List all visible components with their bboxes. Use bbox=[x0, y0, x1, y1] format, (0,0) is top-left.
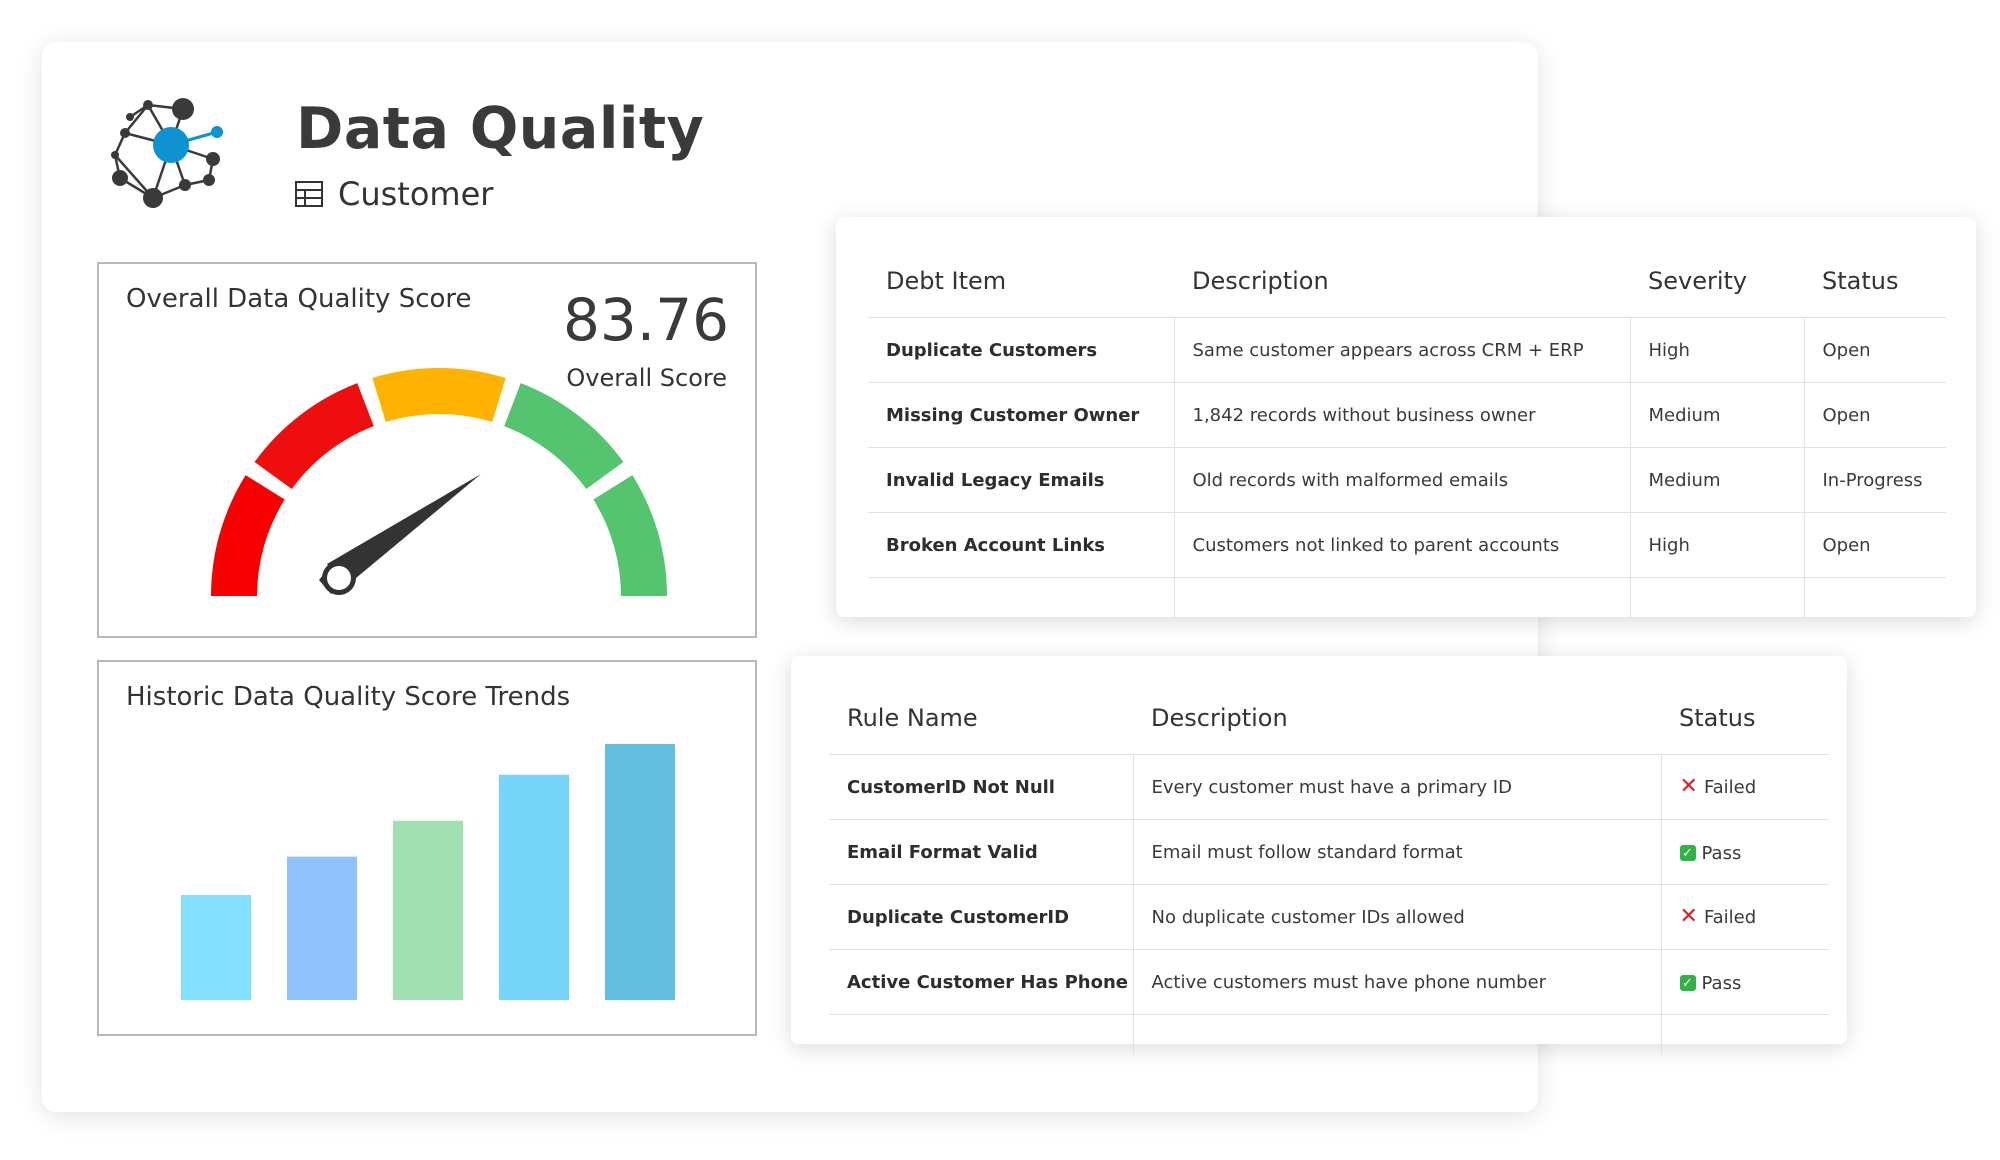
empty-row bbox=[829, 1014, 1829, 1055]
rule-status-text: Failed bbox=[1703, 906, 1757, 928]
debt-table: Debt Item Description Severity Status Du… bbox=[868, 245, 1946, 618]
debt-item-cell: Invalid Legacy Emails bbox=[868, 447, 1174, 513]
table-row[interactable]: Duplicate CustomerID No duplicate custom… bbox=[829, 884, 1829, 950]
entity-subtitle: Customer bbox=[294, 175, 493, 213]
debt-description-cell: Customers not linked to parent accounts bbox=[1173, 512, 1630, 578]
debt-description-cell: Same customer appears across CRM + ERP bbox=[1173, 317, 1630, 383]
rule-name-cell: Active Customer Has Phone bbox=[829, 949, 1133, 1015]
debt-item-cell: Broken Account Links bbox=[868, 512, 1174, 578]
table-row[interactable]: Broken Account Links Customers not linke… bbox=[868, 512, 1946, 578]
rule-status-cell: ✓ Pass bbox=[1660, 949, 1829, 1015]
score-trend-panel: Historic Data Quality Score Trends bbox=[97, 660, 757, 1036]
trend-bar[interactable] bbox=[181, 895, 251, 1000]
rule-status-cell: ✓ Pass bbox=[1660, 819, 1829, 885]
debt-col-status[interactable]: Status bbox=[1804, 245, 1946, 318]
debt-severity-cell: Medium bbox=[1629, 447, 1804, 513]
trend-bar[interactable] bbox=[393, 820, 463, 1000]
rule-status-text: Pass bbox=[1701, 842, 1742, 864]
rule-description-cell: Every customer must have a primary ID bbox=[1132, 754, 1661, 820]
table-row[interactable]: Active Customer Has Phone Active custome… bbox=[829, 949, 1829, 1015]
rule-description-cell: Email must follow standard format bbox=[1132, 819, 1661, 885]
debt-item-cell: Duplicate Customers bbox=[868, 317, 1174, 383]
network-logo-icon bbox=[105, 95, 240, 220]
debt-status-cell: Open bbox=[1803, 382, 1946, 448]
check-icon: ✓ bbox=[1679, 975, 1696, 991]
rule-name-cell: CustomerID Not Null bbox=[829, 754, 1133, 820]
score-gauge bbox=[211, 368, 667, 596]
rule-status-text: Pass bbox=[1701, 972, 1742, 994]
rule-status-cell: ✕ Failed bbox=[1660, 884, 1829, 950]
debt-item-cell: Missing Customer Owner bbox=[868, 382, 1174, 448]
score-panel-title: Overall Data Quality Score bbox=[126, 284, 472, 314]
gauge-needle bbox=[319, 474, 481, 595]
gauge-segment bbox=[254, 383, 374, 490]
debt-table-header: Debt Item Description Severity Status bbox=[868, 245, 1946, 318]
rules-col-name[interactable]: Rule Name bbox=[829, 682, 1133, 755]
table-icon bbox=[295, 181, 323, 207]
debt-col-item[interactable]: Debt Item bbox=[868, 245, 1174, 318]
debt-status-cell: Open bbox=[1803, 512, 1946, 578]
table-row[interactable]: CustomerID Not Null Every customer must … bbox=[829, 754, 1829, 820]
rule-description-cell: Active customers must have phone number bbox=[1132, 949, 1661, 1015]
trend-bar[interactable] bbox=[287, 856, 357, 1000]
trend-bar[interactable] bbox=[605, 744, 675, 1000]
debt-status-cell: In-Progress bbox=[1803, 447, 1946, 513]
rule-status-cell: ✕ Failed bbox=[1660, 754, 1829, 820]
table-row[interactable]: Invalid Legacy Emails Old records with m… bbox=[868, 447, 1946, 513]
rule-status-text: Failed bbox=[1703, 776, 1757, 798]
overall-score-value: 83.76 bbox=[562, 286, 729, 354]
rule-description-cell: No duplicate customer IDs allowed bbox=[1132, 884, 1661, 950]
debt-status-cell: Open bbox=[1803, 317, 1946, 383]
rules-table: Rule Name Description Status CustomerID … bbox=[829, 682, 1829, 1055]
rules-col-description[interactable]: Description bbox=[1133, 682, 1661, 755]
debt-col-severity[interactable]: Severity bbox=[1630, 245, 1804, 318]
trend-panel-title: Historic Data Quality Score Trends bbox=[126, 682, 571, 712]
empty-row bbox=[868, 577, 1946, 618]
quality-rules-card: Rule Name Description Status CustomerID … bbox=[791, 656, 1847, 1055]
check-icon: ✓ bbox=[1679, 845, 1696, 861]
cross-icon: ✕ bbox=[1679, 774, 1698, 799]
debt-severity-cell: High bbox=[1629, 317, 1804, 383]
debt-col-description[interactable]: Description bbox=[1174, 245, 1630, 318]
gauge-segments bbox=[211, 368, 667, 596]
rules-col-status[interactable]: Status bbox=[1661, 682, 1829, 755]
trend-bar[interactable] bbox=[499, 774, 569, 1000]
gauge-segment bbox=[504, 383, 624, 490]
table-row[interactable]: Email Format Valid Email must follow sta… bbox=[829, 819, 1829, 885]
gauge-segment bbox=[372, 368, 506, 422]
gauge-segment bbox=[211, 475, 285, 596]
debt-severity-cell: High bbox=[1629, 512, 1804, 578]
cross-icon: ✕ bbox=[1679, 904, 1698, 929]
trend-bar-chart bbox=[181, 744, 675, 1000]
table-row[interactable]: Duplicate Customers Same customer appear… bbox=[868, 317, 1946, 383]
debt-description-cell: 1,842 records without business owner bbox=[1173, 382, 1630, 448]
data-debt-card: Debt Item Description Severity Status Du… bbox=[836, 217, 1976, 618]
gauge-segment bbox=[593, 475, 667, 596]
entity-name: Customer bbox=[338, 175, 494, 213]
overall-score-panel: Overall Data Quality Score 83.76 Overall… bbox=[97, 262, 757, 638]
rules-table-header: Rule Name Description Status bbox=[829, 682, 1829, 755]
rule-name-cell: Email Format Valid bbox=[829, 819, 1133, 885]
table-row[interactable]: Missing Customer Owner 1,842 records wit… bbox=[868, 382, 1946, 448]
rule-name-cell: Duplicate CustomerID bbox=[829, 884, 1133, 950]
page-title: Data Quality bbox=[296, 96, 705, 162]
debt-description-cell: Old records with malformed emails bbox=[1173, 447, 1630, 513]
debt-severity-cell: Medium bbox=[1629, 382, 1804, 448]
overall-score-label: Overall Score bbox=[566, 364, 727, 392]
